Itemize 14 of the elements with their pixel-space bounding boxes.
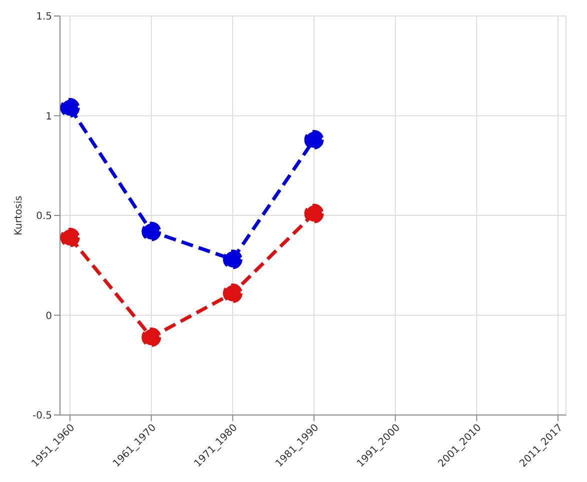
point [304,204,324,224]
point [222,250,242,270]
point [60,228,80,248]
y-tick-label: 1.5 [36,12,52,23]
y-tick-label: 1 [46,111,52,122]
point [304,130,324,150]
point [142,327,162,347]
y-axis-title: Kurtosis [14,196,25,236]
y-tick-label: -0.5 [32,410,52,422]
point [142,222,162,242]
point [60,98,80,118]
point [222,284,242,304]
y-tick-label: 0 [46,310,52,322]
y-tick-label: 0.5 [36,211,52,222]
